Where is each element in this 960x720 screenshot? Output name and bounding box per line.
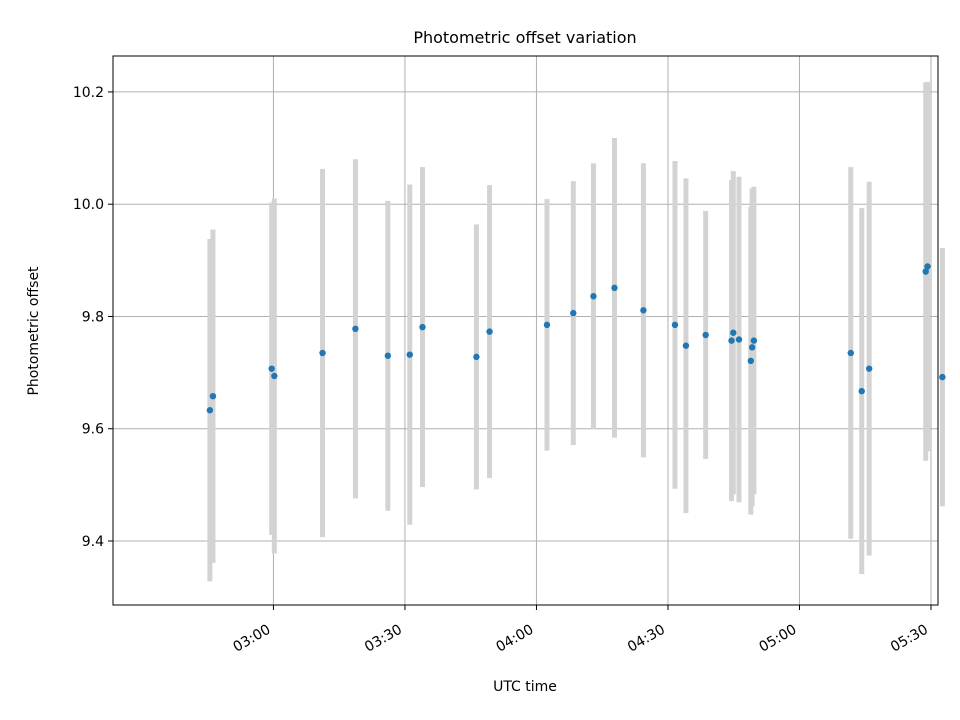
data-point [209,392,217,400]
x-axis-label: UTC time [493,679,557,695]
data-point [206,407,214,414]
plot-frame [112,55,939,606]
y-tick-label: 9.6 [82,422,104,438]
data-point [847,349,854,357]
data-point [590,293,597,300]
data-point [384,352,392,359]
data-point [473,353,480,361]
data-point [543,321,551,329]
data-point [611,284,618,292]
data-point [352,325,359,333]
grid-lines [113,56,938,605]
data-point [735,336,743,343]
data-point [268,365,275,372]
data-point [924,263,931,270]
data-point [406,351,413,358]
data-point [271,372,278,380]
y-tick-label: 10.2 [73,85,104,101]
data-point [922,268,929,275]
data-point [682,342,690,349]
data-point [748,344,756,351]
data-point [486,328,493,335]
data-point [747,357,755,365]
y-tick-label: 9.4 [82,534,104,550]
y-tick-label: 9.8 [82,309,104,325]
data-point [730,329,737,336]
data-point [319,349,326,357]
data-point [865,365,873,372]
data-point [728,337,735,344]
chart-title: Photometric offset variation [413,28,636,47]
data-point [671,321,679,329]
data-points [206,263,946,414]
data-point [939,373,946,381]
data-point [419,323,426,331]
data-point [858,387,865,395]
data-point [750,337,758,344]
y-tick-label: 10.0 [73,197,104,213]
data-point [570,309,577,317]
data-point [640,307,647,314]
y-axis-label: Photometric offset [26,266,42,396]
data-point [702,331,709,339]
